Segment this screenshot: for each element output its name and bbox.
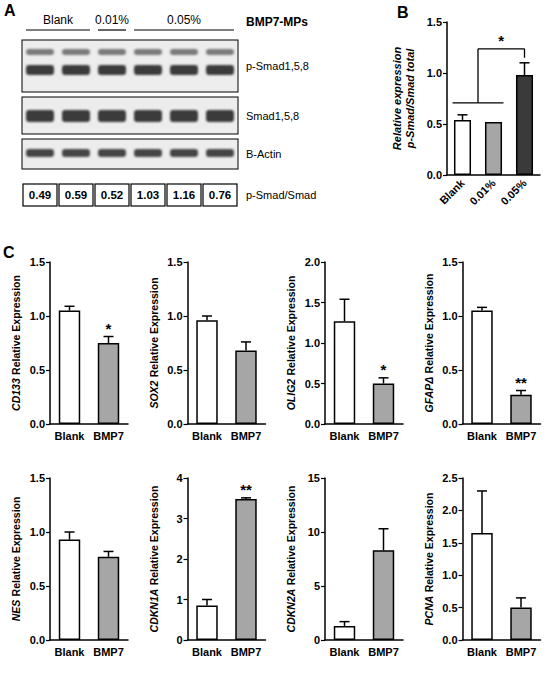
svg-text:BMP7: BMP7: [93, 430, 124, 442]
svg-text:1.5: 1.5: [167, 256, 182, 268]
svg-text:1.5: 1.5: [427, 16, 442, 28]
svg-text:BMP7: BMP7: [93, 646, 124, 658]
svg-text:3: 3: [176, 513, 182, 525]
svg-text:Blank: Blank: [192, 646, 223, 658]
svg-text:PCNA: PCNA: [423, 596, 435, 626]
svg-text:Relative Expression: Relative Expression: [148, 277, 160, 377]
svg-text:Blank: Blank: [467, 646, 498, 658]
svg-text:0.49: 0.49: [29, 189, 51, 201]
svg-text:10: 10: [308, 526, 320, 538]
svg-text:1.5: 1.5: [442, 256, 457, 268]
svg-text:Blank: Blank: [330, 430, 361, 442]
svg-text:1.0: 1.0: [427, 67, 442, 79]
svg-text:BMP7: BMP7: [506, 430, 537, 442]
svg-text:CDKN2A: CDKN2A: [285, 589, 297, 633]
svg-text:GFAPΔ: GFAPΔ: [423, 377, 435, 413]
svg-text:1.0: 1.0: [30, 310, 45, 322]
svg-text:0.0: 0.0: [30, 418, 45, 430]
svg-text:1.5: 1.5: [442, 537, 457, 549]
svg-text:2.0: 2.0: [305, 256, 320, 268]
svg-text:1.0: 1.0: [167, 310, 182, 322]
svg-text:Blank: Blank: [437, 176, 467, 206]
svg-text:OLIG2: OLIG2: [285, 379, 297, 411]
svg-text:C: C: [3, 244, 15, 261]
svg-text:1.0: 1.0: [305, 337, 320, 349]
svg-text:0.0: 0.0: [442, 418, 457, 430]
svg-text:1.0: 1.0: [30, 526, 45, 538]
svg-text:1.16: 1.16: [173, 189, 195, 201]
svg-text:2.0: 2.0: [442, 504, 457, 516]
svg-text:5: 5: [314, 580, 320, 592]
svg-text:B-Actin: B-Actin: [246, 148, 281, 160]
svg-text:**: **: [515, 374, 527, 391]
svg-text:BMP7: BMP7: [231, 646, 262, 658]
svg-text:BMP7: BMP7: [368, 646, 399, 658]
svg-text:Blank: Blank: [467, 430, 498, 442]
svg-text:0.52: 0.52: [101, 189, 123, 201]
svg-text:0.0: 0.0: [427, 169, 442, 181]
svg-text:2.5: 2.5: [442, 472, 457, 484]
svg-text:p-Smad/Smad: p-Smad/Smad: [246, 189, 316, 201]
svg-text:1.0: 1.0: [442, 310, 457, 322]
svg-text:0.0: 0.0: [442, 634, 457, 646]
svg-text:4: 4: [176, 472, 183, 484]
svg-text:BMP7: BMP7: [506, 646, 537, 658]
svg-text:Blank: Blank: [330, 646, 361, 658]
svg-text:2: 2: [176, 553, 182, 565]
svg-text:BMP7: BMP7: [231, 430, 262, 442]
svg-text:0.01%: 0.01%: [95, 13, 129, 27]
svg-text:B: B: [397, 4, 409, 21]
svg-text:0.0: 0.0: [30, 634, 45, 646]
svg-text:Relative Expression: Relative Expression: [285, 486, 297, 586]
svg-text:1.5: 1.5: [30, 472, 45, 484]
svg-text:*: *: [106, 320, 112, 337]
svg-text:CDKN1A: CDKN1A: [148, 589, 160, 633]
svg-text:Relative Expression: Relative Expression: [423, 274, 435, 374]
svg-text:0.5: 0.5: [442, 602, 457, 614]
svg-text:**: **: [240, 481, 252, 498]
svg-text:BMP7: BMP7: [368, 430, 399, 442]
svg-text:*: *: [498, 32, 504, 49]
svg-text:Blank: Blank: [43, 13, 74, 27]
svg-text:Smad1,5,8: Smad1,5,8: [246, 110, 299, 122]
svg-text:0.5: 0.5: [442, 364, 457, 376]
svg-text:BMP7-MPs: BMP7-MPs: [246, 15, 308, 29]
svg-text:CD133: CD133: [10, 378, 22, 411]
svg-text:1.5: 1.5: [305, 297, 320, 309]
svg-text:0.5: 0.5: [167, 364, 182, 376]
svg-text:0.76: 0.76: [209, 189, 231, 201]
svg-text:SOX2: SOX2: [148, 380, 160, 408]
svg-text:0: 0: [176, 634, 182, 646]
svg-text:Blank: Blank: [55, 430, 86, 442]
svg-text:Blank: Blank: [55, 646, 86, 658]
svg-text:NES: NES: [10, 600, 22, 622]
svg-text:0.5: 0.5: [30, 364, 45, 376]
svg-text:Relative Expression: Relative Expression: [423, 493, 435, 593]
svg-text:1.5: 1.5: [30, 256, 45, 268]
svg-text:0.59: 0.59: [65, 189, 87, 201]
svg-text:Relative Expression: Relative Expression: [148, 486, 160, 586]
svg-text:Relative Expression: Relative Expression: [285, 276, 297, 376]
svg-text:1.03: 1.03: [137, 189, 159, 201]
svg-text:Relative Expression: Relative Expression: [10, 497, 22, 597]
svg-text:0: 0: [314, 634, 320, 646]
svg-text:15: 15: [308, 472, 320, 484]
svg-text:0.0: 0.0: [167, 418, 182, 430]
svg-text:0.5: 0.5: [30, 580, 45, 592]
svg-text:0.05%: 0.05%: [167, 13, 201, 27]
svg-text:p-Smad1,5,8: p-Smad1,5,8: [246, 60, 309, 72]
svg-text:Relative expression: Relative expression: [391, 47, 403, 151]
svg-text:0.05%: 0.05%: [498, 177, 529, 208]
svg-text:1.0: 1.0: [442, 569, 457, 581]
svg-text:*: *: [381, 361, 387, 378]
svg-text:Relative Expression: Relative Expression: [10, 275, 22, 375]
svg-text:p-Smad/Smad total: p-Smad/Smad total: [404, 48, 416, 150]
svg-text:0.0: 0.0: [305, 418, 320, 430]
svg-text:0.01%: 0.01%: [467, 177, 498, 208]
svg-text:0.5: 0.5: [427, 118, 442, 130]
svg-text:0.5: 0.5: [305, 378, 320, 390]
svg-text:A: A: [4, 2, 16, 19]
svg-text:1: 1: [176, 594, 182, 606]
svg-text:Blank: Blank: [192, 430, 223, 442]
